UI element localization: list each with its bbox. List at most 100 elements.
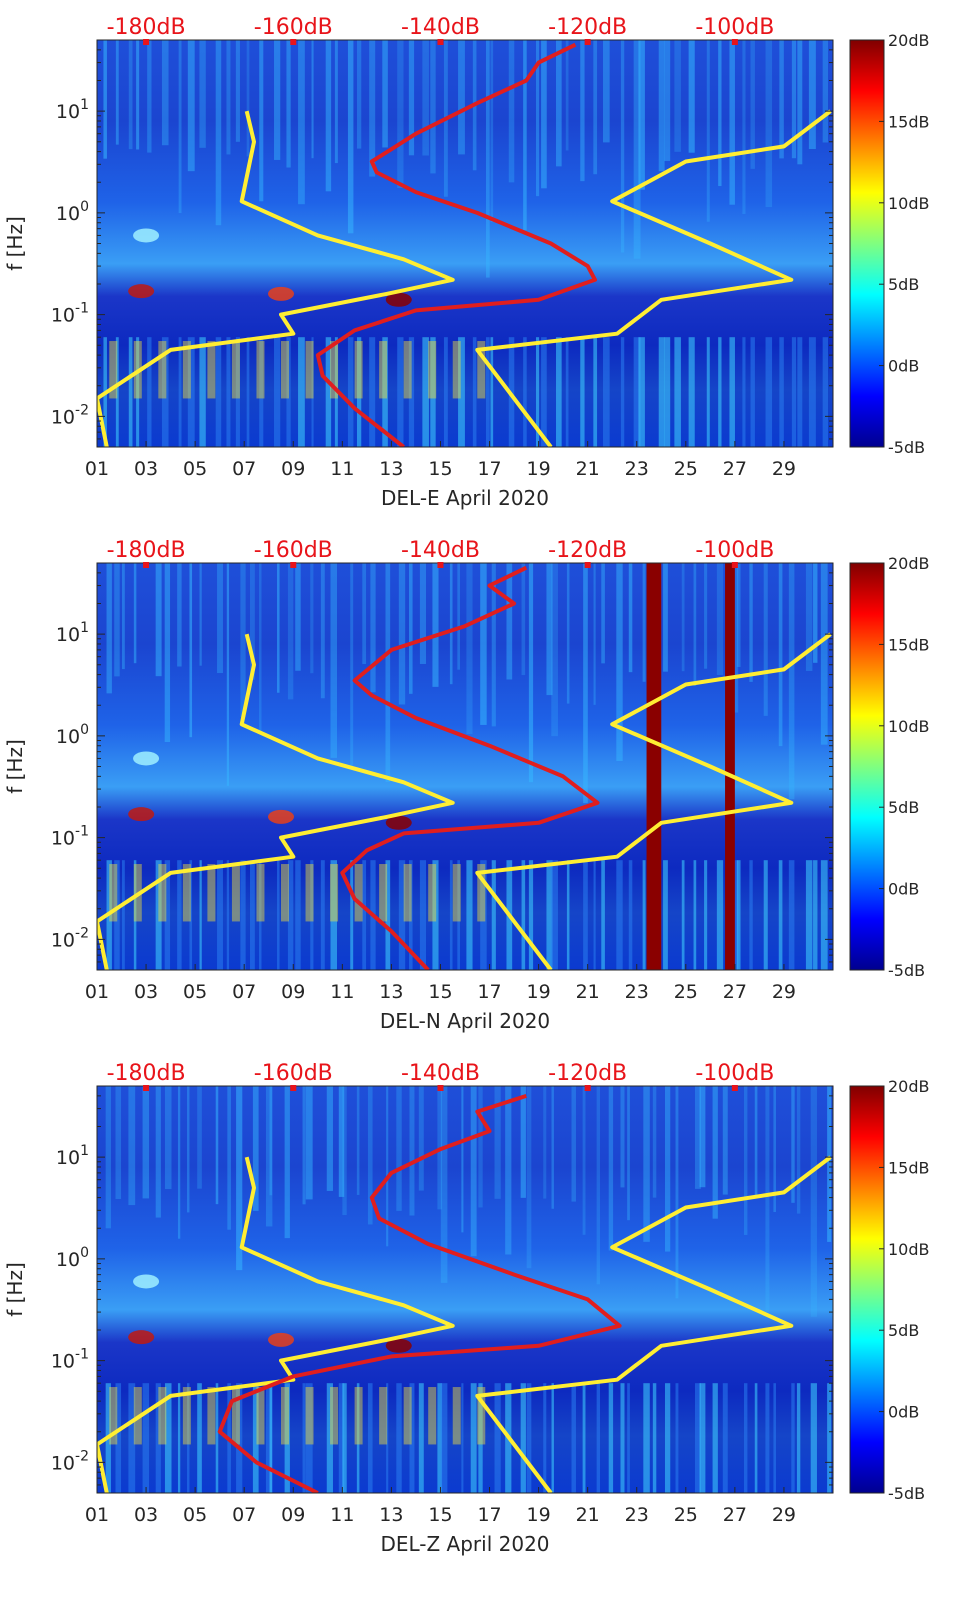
x-tick-label: 05 [183, 458, 207, 480]
top-db-label: -100dB [695, 1061, 774, 1086]
colorbar-label: 10dB [888, 717, 930, 736]
x-tick-label: 19 [527, 981, 551, 1003]
x-axis-label: DEL-Z April 2020 [380, 1532, 549, 1556]
top-db-label: -100dB [695, 15, 774, 40]
y-tick-label: 101 [56, 97, 89, 123]
x-tick-label: 07 [232, 458, 256, 480]
colorbar-label: 20dB [888, 31, 930, 50]
yellow-low-model [97, 633, 455, 970]
x-tick-label: 07 [232, 1504, 256, 1526]
y-tick-label: 101 [56, 620, 89, 646]
panel-2: 01 03 05 07 09 11 13 15 17 19 21 23 25 27 29 DEL-N Apri… [3, 538, 930, 1033]
y-tick-label: 100 [56, 199, 89, 225]
x-axis-label: DEL-N April 2020 [380, 1009, 550, 1033]
top-db-marker [437, 39, 444, 45]
x-tick-label: 17 [477, 458, 501, 480]
yellow-low-model [97, 110, 455, 447]
y-tick-label: 10-1 [51, 301, 89, 327]
spectrogram-area [97, 1086, 833, 1493]
y-tick-label: 100 [56, 722, 89, 748]
x-tick-label: 27 [723, 1504, 747, 1526]
x-tick-label: 29 [772, 1504, 796, 1526]
top-db-label: -180dB [107, 1061, 186, 1086]
top-db-label: -120dB [548, 15, 627, 40]
x-tick-label: 25 [674, 1504, 698, 1526]
top-db-marker [290, 1085, 297, 1091]
x-tick-label: 19 [527, 458, 551, 480]
data-gap-1 [646, 563, 662, 970]
y-tick-label: 10-1 [51, 1347, 89, 1373]
top-db-marker [290, 562, 297, 568]
x-tick-label: 09 [281, 458, 305, 480]
top-db-label: -180dB [107, 15, 186, 40]
x-tick-label: 25 [674, 458, 698, 480]
x-tick-label: 13 [379, 1504, 403, 1526]
spectrogram-area [97, 563, 833, 970]
red-psd-curve [315, 42, 597, 447]
top-db-label: -160dB [254, 15, 333, 40]
top-db-marker [584, 562, 591, 568]
x-tick-label: 15 [428, 1504, 452, 1526]
colorbar-label: 15dB [888, 1158, 930, 1177]
colorbar: 20dB 15dB 10dB 5dB 0dB -5dB [849, 554, 930, 980]
y-axis-label: f [Hz] [3, 739, 27, 794]
y-axis-label: f [Hz] [3, 216, 27, 271]
panel-1: 01 03 05 07 09 11 13 15 17 19 21 23 25 27 29 DEL-E Apri… [3, 15, 930, 510]
colorbar-label: 0dB [888, 880, 919, 899]
x-tick-label: 03 [134, 1504, 158, 1526]
x-tick-label: 25 [674, 981, 698, 1003]
x-tick-label: 11 [330, 458, 354, 480]
y-axis-label: f [Hz] [3, 1262, 27, 1317]
top-db-label: -140dB [401, 15, 480, 40]
x-tick-label: 29 [772, 458, 796, 480]
colorbar-label: 20dB [888, 554, 930, 573]
y-tick-label: 101 [56, 1143, 89, 1169]
colorbar-label: 5dB [888, 275, 919, 294]
yellow-low-model [97, 1156, 455, 1493]
x-tick-label: 11 [330, 981, 354, 1003]
x-tick-label: 11 [330, 1504, 354, 1526]
colorbar-label: -5dB [888, 961, 925, 980]
yellow-high-model [475, 1155, 832, 1493]
top-db-marker [584, 1085, 591, 1091]
top-db-marker [731, 562, 738, 568]
x-tick-label: 23 [625, 981, 649, 1003]
top-db-label: -140dB [401, 538, 480, 563]
colorbar-label: 0dB [888, 357, 919, 376]
x-tick-label: 21 [576, 458, 600, 480]
colorbar-label: 5dB [888, 798, 919, 817]
panel-3: 01 03 05 07 09 11 13 15 17 19 21 23 25 27 29 DEL-Z Apri… [3, 1061, 930, 1556]
top-db-label: -160dB [254, 538, 333, 563]
spectrogram-area [97, 40, 833, 447]
x-tick-label: 27 [723, 981, 747, 1003]
x-tick-label: 05 [183, 981, 207, 1003]
y-tick-label: 10-2 [51, 1448, 89, 1474]
x-tick-label: 01 [85, 458, 109, 480]
top-db-marker [290, 39, 297, 45]
x-tick-label: 17 [477, 981, 501, 1003]
x-tick-label: 15 [428, 458, 452, 480]
x-tick-label: 07 [232, 981, 256, 1003]
colorbar: 20dB 15dB 10dB 5dB 0dB -5dB [849, 31, 930, 457]
y-tick-label: 10-2 [51, 925, 89, 951]
x-tick-label: 27 [723, 458, 747, 480]
x-tick-label: 09 [281, 1504, 305, 1526]
x-tick-label: 17 [477, 1504, 501, 1526]
x-tick-label: 21 [576, 1504, 600, 1526]
top-db-marker [143, 39, 150, 45]
red-psd-curve [340, 565, 600, 970]
top-db-label: -140dB [401, 1061, 480, 1086]
colorbar-label: 20dB [888, 1077, 930, 1096]
x-tick-label: 15 [428, 981, 452, 1003]
colorbar-label: -5dB [888, 1484, 925, 1503]
top-db-marker [731, 1085, 738, 1091]
top-db-label: -180dB [107, 538, 186, 563]
x-tick-label: 03 [134, 458, 158, 480]
x-tick-label: 03 [134, 981, 158, 1003]
x-tick-label: 29 [772, 981, 796, 1003]
x-tick-label: 23 [625, 1504, 649, 1526]
x-tick-label: 13 [379, 458, 403, 480]
y-tick-label: 10-2 [51, 402, 89, 428]
top-db-label: -120dB [548, 538, 627, 563]
